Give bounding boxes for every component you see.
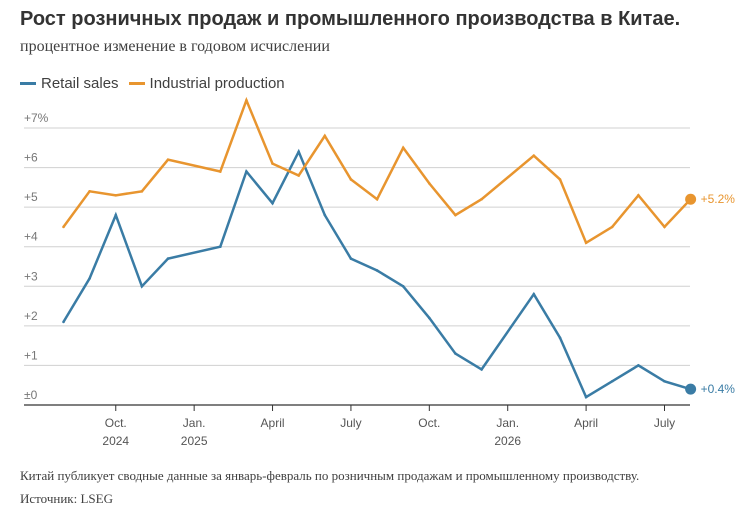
legend-item-retail: Retail sales [20, 75, 119, 92]
legend: Retail sales Industrial production [20, 73, 295, 93]
end-label-industrial: +5.2% [701, 192, 736, 206]
data-point-industrial [140, 190, 144, 193]
data-point-industrial [558, 178, 562, 181]
series-line-retail [62, 148, 691, 399]
data-point-industrial [62, 225, 65, 229]
legend-label-retail: Retail sales [41, 74, 119, 92]
data-point-retail [532, 292, 536, 296]
legend-swatch-industrial [128, 81, 145, 85]
data-point-retail [62, 320, 65, 324]
data-point-industrial [271, 162, 274, 165]
data-point-industrial [480, 197, 483, 201]
x-tick-year-label: 2024 [102, 434, 129, 448]
data-point-retail [245, 170, 248, 173]
data-point-industrial [610, 225, 614, 229]
data-point-retail [454, 352, 457, 355]
y-tick-label: +3 [24, 269, 38, 283]
series-line-industrial [62, 96, 692, 245]
x-tick-label: April [574, 416, 598, 430]
x-tick-year-label: 2026 [494, 434, 521, 448]
legend-label-industrial: Industrial production [149, 74, 285, 92]
data-point-retail [218, 245, 222, 249]
end-label-retail: +0.4% [701, 382, 736, 396]
data-point-industrial [166, 158, 170, 161]
legend-item-industrial: Industrial production [128, 74, 285, 92]
data-point-retail [166, 257, 170, 260]
y-tick-label: +1 [24, 348, 38, 362]
y-tick-label: +7% [24, 111, 49, 125]
y-tick-label: +4 [24, 230, 38, 244]
y-tick-label: ±0 [24, 388, 38, 402]
data-point-retail [114, 213, 118, 217]
data-point-industrial [637, 193, 640, 197]
y-tick-label: +5 [24, 190, 38, 204]
data-point-retail [610, 379, 614, 383]
data-point-retail [401, 284, 405, 288]
x-axis-ticks: Oct. 2024 Jan. 2025 April July Oct. Jan. 2026 Apr… [102, 405, 675, 448]
x-tick-label: Jan. [496, 416, 519, 430]
data-point-retail [349, 257, 353, 260]
data-point-industrial [663, 225, 666, 229]
data-point-industrial [584, 241, 588, 245]
data-point-industrial [454, 213, 457, 217]
data-point-retail [375, 269, 379, 272]
x-tick-label: July [654, 416, 675, 430]
data-point-retail [271, 201, 274, 205]
source-note: Источник: LSEG [20, 491, 113, 506]
data-point-industrial [532, 154, 536, 157]
data-point-industrial [375, 197, 379, 201]
data-point-retail [297, 150, 300, 154]
grid-lines [24, 127, 690, 406]
series-lines: +0.4% +5.2% [62, 96, 736, 399]
data-point-retail [637, 364, 640, 367]
end-marker-retail [685, 383, 697, 395]
y-tick-label: +2 [24, 309, 38, 323]
data-point-industrial [88, 190, 91, 193]
x-tick-label: Oct. [105, 416, 127, 430]
data-point-industrial [297, 174, 300, 177]
legend-swatch-retail [20, 81, 36, 85]
x-tick-label: July [340, 416, 361, 430]
data-point-retail [140, 284, 144, 288]
data-point-industrial [428, 182, 431, 185]
y-tick-label: +6 [24, 151, 38, 165]
data-point-retail [428, 316, 431, 320]
x-tick-label: Jan. [183, 416, 206, 430]
data-point-retail [584, 395, 588, 399]
footnote: Китай публикует сводные данные за январь… [20, 468, 640, 483]
y-axis-ticks: ±0 +1 +2 +3 +4 +5 +6 +7% [24, 111, 49, 402]
data-point-retail [323, 213, 327, 217]
data-point-retail [88, 277, 91, 280]
data-point-retail [663, 379, 666, 383]
data-point-retail [558, 336, 562, 340]
data-point-industrial [114, 193, 118, 197]
x-tick-label: April [261, 416, 285, 430]
chart-title: Рост розничных продаж и промышленного пр… [20, 8, 681, 30]
data-point-industrial [401, 146, 405, 150]
data-point-industrial [349, 178, 353, 181]
data-point-industrial [245, 99, 248, 102]
end-marker-industrial [685, 193, 697, 205]
data-point-industrial [323, 134, 327, 138]
x-tick-year-label: 2025 [181, 434, 208, 448]
data-point-industrial [218, 170, 222, 173]
x-tick-label: Oct. [418, 416, 440, 430]
data-point-retail [480, 368, 483, 371]
chart-subtitle: процентное изменение в годовом исчислени… [20, 38, 330, 55]
